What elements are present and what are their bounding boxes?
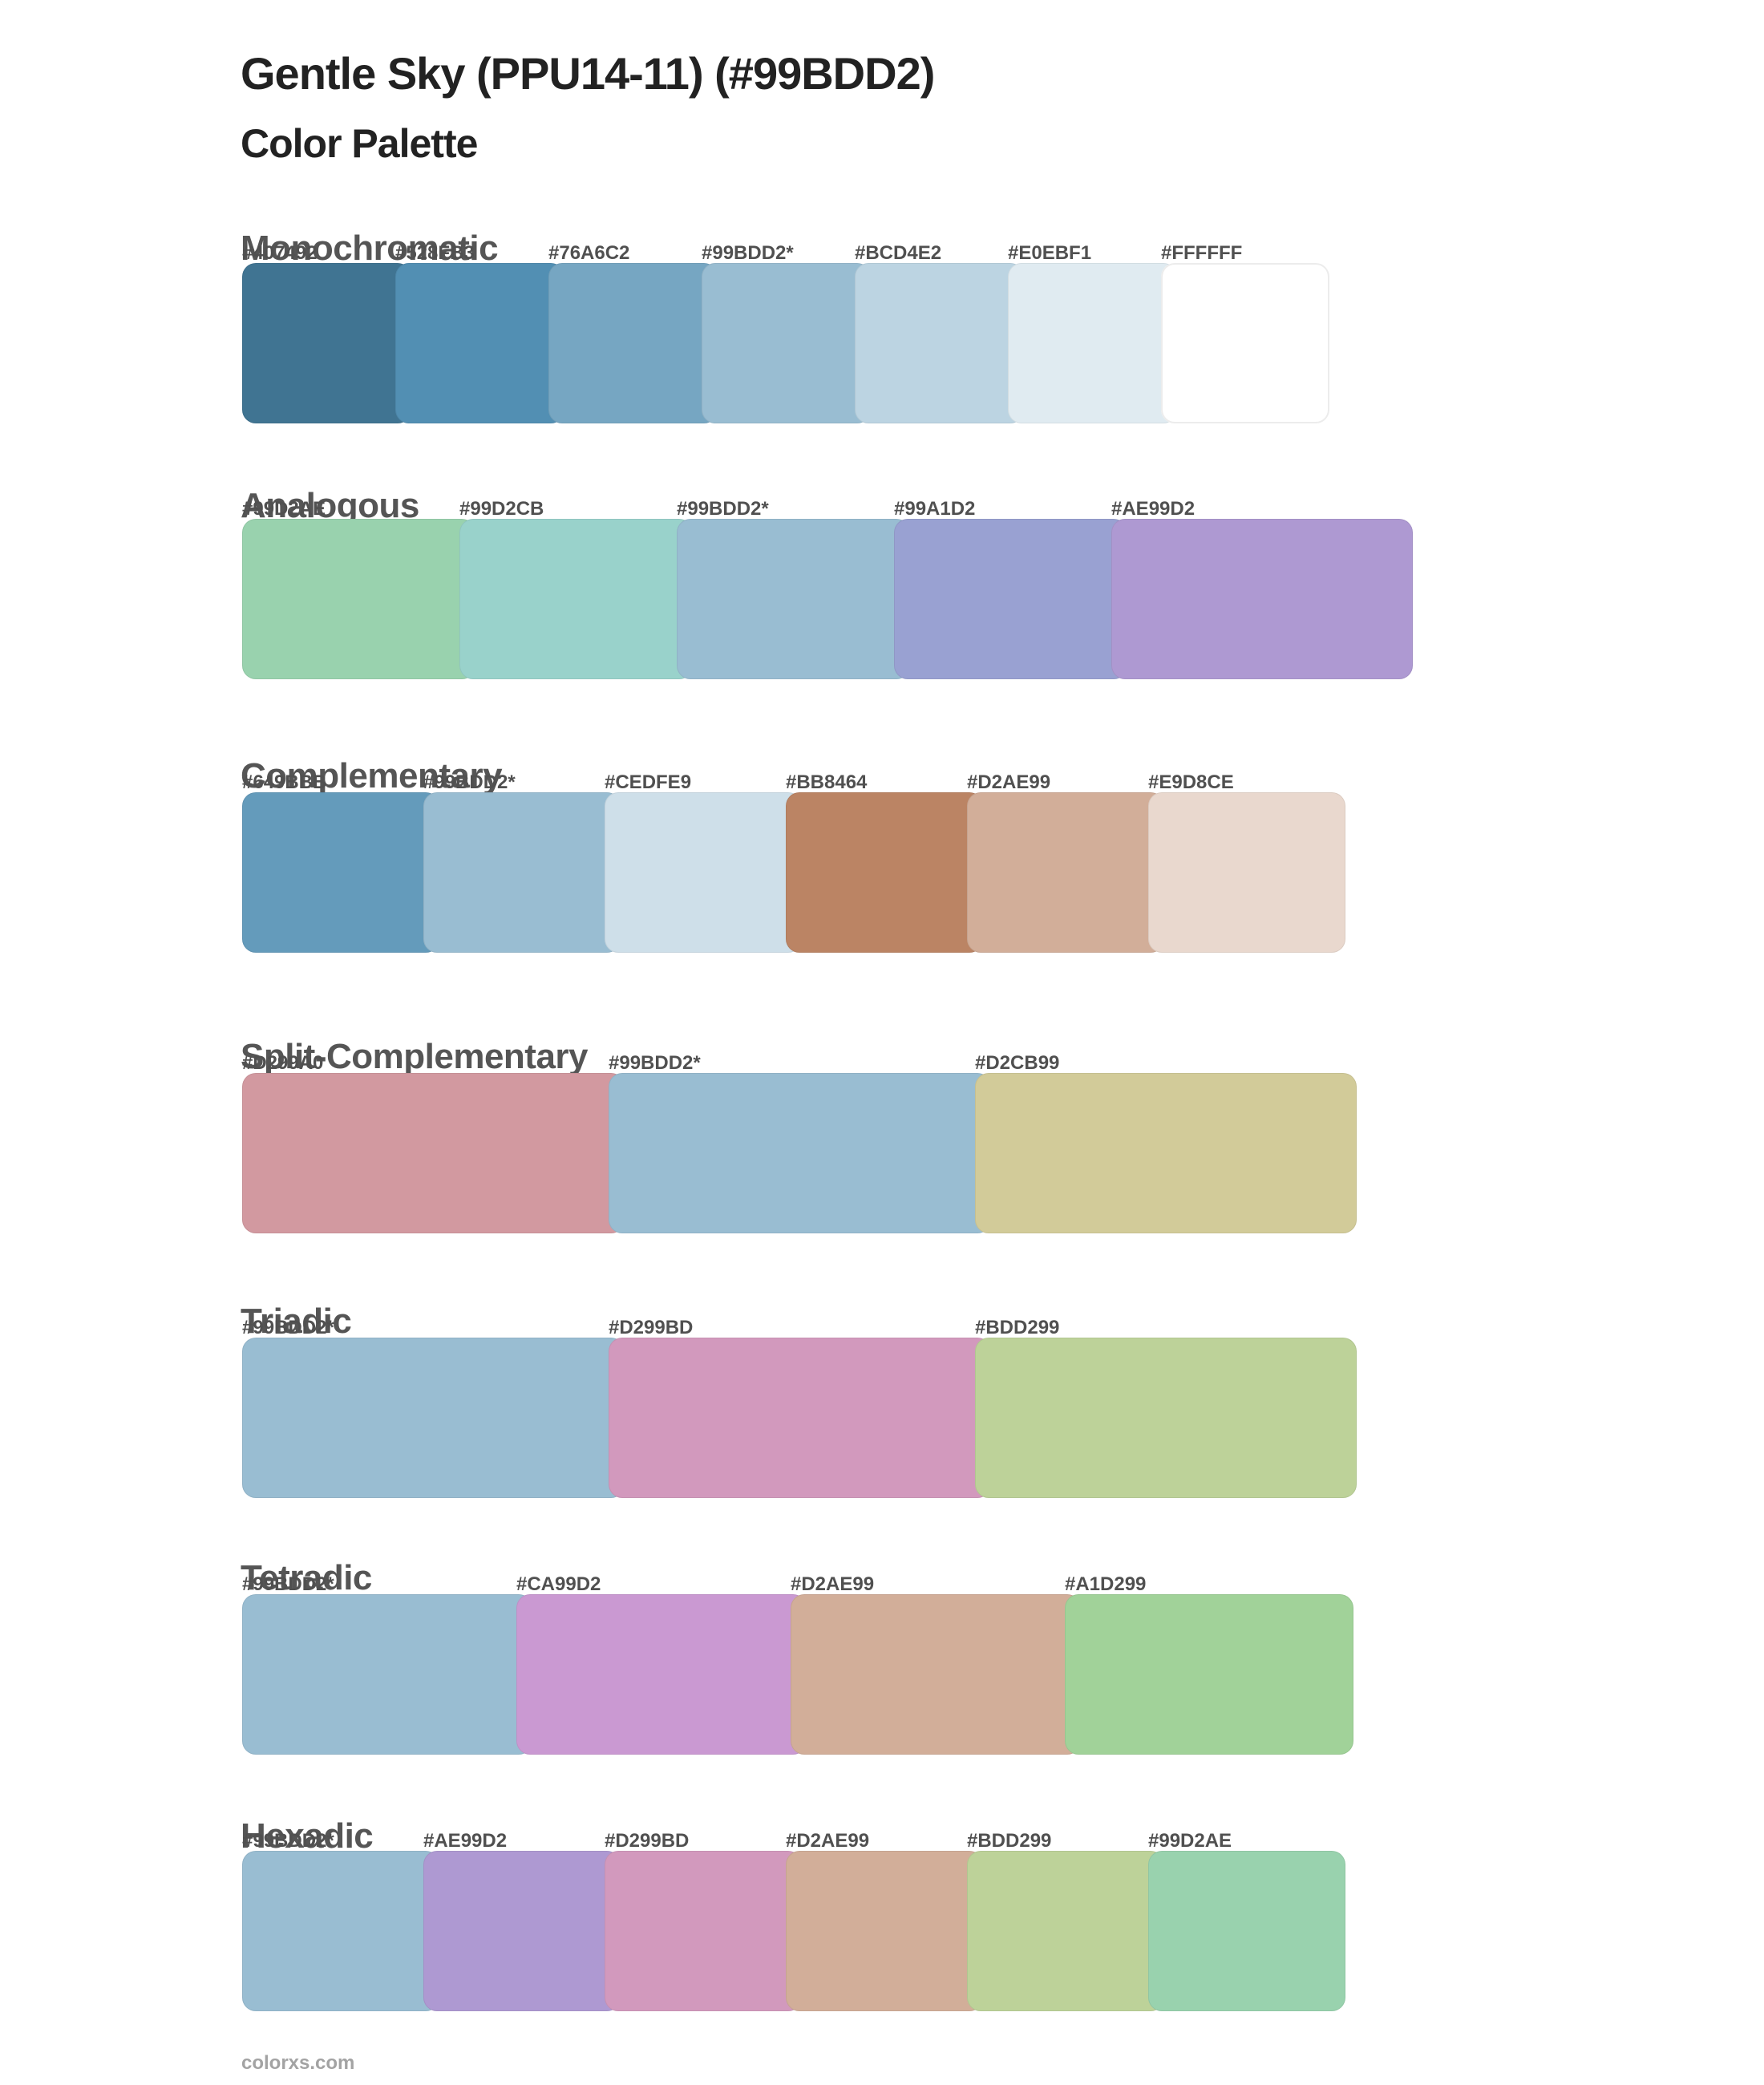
color-swatch-analogous[interactable] [1111,519,1413,679]
swatch-label: #99D2CB [459,498,544,520]
swatch-label: #99BDD2* [242,1573,334,1595]
swatch-label: #BDD299 [975,1317,1060,1338]
swatch-label: #CA99D2 [516,1573,601,1595]
swatch-label: #528FB3 [395,242,475,264]
swatch-label: #BCD4E2 [855,242,942,264]
color-swatch-tetradic[interactable] [791,1594,1081,1755]
color-swatch-complementary[interactable] [605,792,802,953]
color-swatch-monochromatic[interactable] [242,263,411,423]
swatch-label: #A1D299 [1065,1573,1147,1595]
color-swatch-tetradic[interactable] [516,1594,807,1755]
color-swatch-split-complementary[interactable] [242,1073,625,1233]
color-swatch-triadic[interactable] [975,1338,1357,1498]
color-swatch-monochromatic[interactable] [548,263,718,423]
section-heading-split-complementary: Split-Complementary [241,1037,589,1076]
color-swatch-analogous[interactable] [894,519,1127,679]
page-subtitle: Color Palette [241,120,478,166]
swatch-label: #99BDD2* [242,1317,334,1338]
footer-site-link[interactable]: colorxs.com [241,2052,355,2074]
color-swatch-complementary[interactable] [242,792,439,953]
color-swatch-hexadic[interactable] [605,1851,802,2011]
swatch-label: #99D2AE [242,498,326,520]
swatch-label: #CEDFE9 [605,771,692,793]
swatch-label: #99BDD2* [609,1052,701,1074]
swatch-label: #D299BD [609,1317,694,1338]
swatch-label: #D2AE99 [967,771,1051,793]
color-swatch-hexadic[interactable] [786,1851,983,2011]
swatch-label: #99D2AE [1148,1830,1232,1852]
swatch-label: #649BBB [242,771,327,793]
color-swatch-monochromatic[interactable] [855,263,1024,423]
section-heading-analogous: Analogous [241,486,419,525]
swatch-label: #E9D8CE [1148,771,1234,793]
color-swatch-hexadic[interactable] [242,1851,439,2011]
section-heading-triadic: Triadic [241,1302,352,1341]
color-swatch-hexadic[interactable] [423,1851,621,2011]
section-heading-tetradic: Tetradic [241,1558,372,1597]
swatch-label: #99BDD2* [702,242,794,264]
section-heading-monochromatic: Monochromatic [241,229,499,268]
color-swatch-analogous[interactable] [677,519,910,679]
color-swatch-split-complementary[interactable] [975,1073,1357,1233]
swatch-label: #D2AE99 [791,1573,875,1595]
color-swatch-complementary[interactable] [786,792,983,953]
swatch-label: #99BDD2* [423,771,516,793]
color-swatch-triadic[interactable] [609,1338,991,1498]
color-swatch-tetradic[interactable] [242,1594,532,1755]
swatch-label: #D299A0 [242,1052,324,1074]
color-swatch-tetradic[interactable] [1065,1594,1353,1755]
color-swatch-triadic[interactable] [242,1338,625,1498]
swatch-label: #D2AE99 [786,1830,870,1852]
swatch-label: #99BDD2* [677,498,769,520]
color-swatch-hexadic[interactable] [1148,1851,1345,2011]
swatch-label: #76A6C2 [548,242,630,264]
swatch-label: #BB8464 [786,771,868,793]
page-title: Gentle Sky (PPU14-11) (#99BDD2) [241,47,935,99]
section-heading-complementary: Complementary [241,756,503,796]
color-swatch-complementary[interactable] [1148,792,1345,953]
color-swatch-hexadic[interactable] [967,1851,1164,2011]
color-swatch-monochromatic[interactable] [395,263,564,423]
color-swatch-monochromatic[interactable] [702,263,871,423]
swatch-label: #AE99D2 [1111,498,1196,520]
color-swatch-analogous[interactable] [242,519,475,679]
color-swatch-complementary[interactable] [967,792,1164,953]
color-swatch-monochromatic[interactable] [1161,263,1329,423]
color-swatch-monochromatic[interactable] [1008,263,1177,423]
swatch-label: #AE99D2 [423,1830,508,1852]
color-swatch-complementary[interactable] [423,792,621,953]
swatch-label: #BDD299 [967,1830,1052,1852]
color-swatch-split-complementary[interactable] [609,1073,991,1233]
swatch-label: #D299BD [605,1830,690,1852]
swatch-label: #99A1D2 [894,498,976,520]
swatch-label: #E0EBF1 [1008,242,1092,264]
swatch-label: #99BDD2* [242,1830,334,1852]
swatch-label: #FFFFFF [1161,242,1243,264]
swatch-label: #D2CB99 [975,1052,1060,1074]
section-heading-hexadic: Hexadic [241,1816,374,1856]
color-swatch-analogous[interactable] [459,519,693,679]
swatch-label: #407492 [242,242,318,264]
